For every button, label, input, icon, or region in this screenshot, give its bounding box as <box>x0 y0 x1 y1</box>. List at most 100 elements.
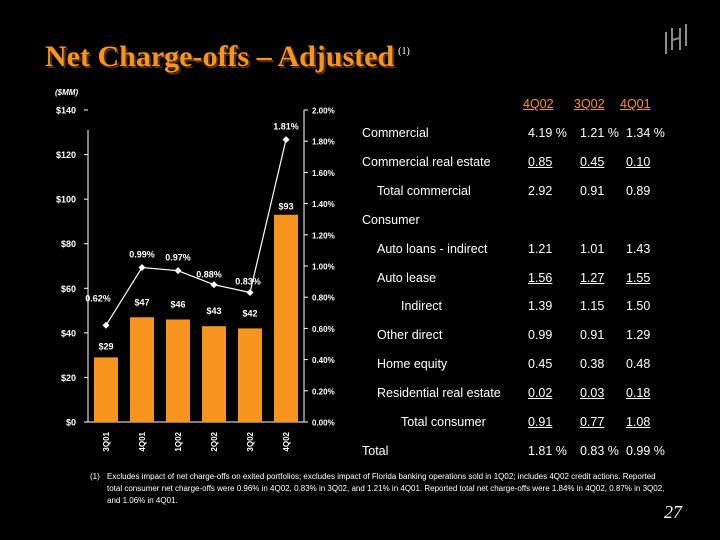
line-point <box>282 136 290 144</box>
left-axis-tick-label: $0 <box>66 418 76 428</box>
table-cell: 1.39 <box>528 299 553 314</box>
page-number: 27 <box>664 502 682 522</box>
bar <box>94 357 118 422</box>
table-cell: 0.91 <box>528 415 553 429</box>
footnote-text: Excludes impact of net charge-offs on ex… <box>107 472 665 505</box>
left-axis-tick-label: $20 <box>61 373 76 383</box>
table-cell: 1.29 <box>626 328 651 343</box>
table-cell: 0.38 <box>580 357 605 372</box>
line-data-label: 0.83% <box>235 277 261 287</box>
left-axis-tick-label: $120 <box>56 150 76 160</box>
table-header: 4Q01 <box>620 97 651 111</box>
table-cell: 2.92 <box>528 183 553 198</box>
x-axis-tick-label: 3Q01 <box>102 431 111 451</box>
table-header: 4Q02 <box>523 97 554 111</box>
line-data-label: 0.62% <box>85 293 111 303</box>
charge-off-table: 4Q02 3Q02 4Q01 Commercial 4.19 % 1.21 % 1.34 %… <box>362 97 665 458</box>
table-cell: 0.83 % <box>580 443 619 458</box>
right-axis-tick-label: 1.40% <box>312 200 335 209</box>
table-row-label: Commercial <box>362 126 429 140</box>
right-axis-tick-label: 0.20% <box>312 387 335 396</box>
table-cell: 0.10 <box>626 154 651 169</box>
left-axis-tick-label: $100 <box>56 195 76 205</box>
table-cell: 1.08 <box>626 415 651 429</box>
right-axis-tick-label: 0.80% <box>312 294 335 303</box>
table-cell: 1.55 <box>626 270 651 285</box>
table-cell: 1.56 <box>528 270 553 285</box>
bar-data-label: $93 <box>278 202 293 212</box>
line-point <box>174 267 182 275</box>
table-cell: 1.21 % <box>580 126 619 140</box>
table-cell: 1.27 <box>580 270 605 285</box>
line-series <box>105 139 287 326</box>
left-axis-tick-label: $60 <box>61 284 76 294</box>
table-cell: 0.45 <box>580 154 605 169</box>
table-cell: 1.50 <box>626 299 651 314</box>
line-data-label: 1.81% <box>273 122 299 132</box>
footnote: (1) Excludes impact of net charge-offs o… <box>90 471 670 507</box>
table-cell: 0.77 <box>580 415 605 429</box>
line-data-label: 0.97% <box>165 253 191 263</box>
x-axis-tick-label: 2Q02 <box>210 431 219 451</box>
table-cell: 1.15 <box>580 299 605 314</box>
page-title: Net Charge-offs – Adjusted (1) <box>45 40 410 74</box>
right-axis-tick-label: 0.00% <box>312 419 335 428</box>
h-monogram-logo-icon <box>665 24 687 54</box>
line-data-label: 0.99% <box>129 250 155 260</box>
left-axis-tick-label: $140 <box>56 106 76 116</box>
line-point <box>102 321 110 329</box>
line-point <box>246 289 254 297</box>
footnote-marker: (1) <box>90 472 100 481</box>
table-cell: 0.48 <box>626 357 651 372</box>
bar-data-label: $46 <box>170 299 185 309</box>
table-row-label: Auto lease <box>377 270 437 285</box>
table-row-label: Total commercial <box>377 183 471 198</box>
table-cell: 0.03 <box>580 386 605 401</box>
table-cell: 0.99 <box>528 328 553 343</box>
table-cell: 1.43 <box>626 241 651 256</box>
left-axis-tick-label: $40 <box>61 328 76 338</box>
right-axis-tick-label: 1.00% <box>312 263 335 272</box>
bar <box>130 317 154 422</box>
x-axis-tick-label: 4Q01 <box>138 431 147 451</box>
table-cell: 1.81 % <box>528 443 567 458</box>
line-data-label: 0.88% <box>196 270 222 280</box>
table-cell: 1.01 <box>580 241 605 256</box>
right-axis-tick-label: 2.00% <box>312 107 335 116</box>
x-axis-tick-label: 1Q02 <box>174 431 183 451</box>
line-point <box>138 264 146 272</box>
title-text: Net Charge-offs – Adjusted <box>45 40 395 73</box>
table-row-label: Auto loans - indirect <box>377 241 488 256</box>
table-cell: 0.99 % <box>626 443 665 458</box>
x-axis-tick-label: 4Q02 <box>282 431 291 451</box>
table-cell: 1.34 % <box>626 126 665 140</box>
right-axis-tick-label: 1.60% <box>312 169 335 178</box>
table-row-label: Commercial real estate <box>362 154 491 169</box>
units-label: ($MM) <box>55 88 78 97</box>
table-cell: 4.19 % <box>528 126 567 140</box>
left-axis-tick-label: $80 <box>61 239 76 249</box>
table-row-label: Total consumer <box>401 415 486 429</box>
right-axis-tick-label: 1.20% <box>312 231 335 240</box>
title-footnote-marker: (1) <box>398 46 410 57</box>
table-cell: 1.21 <box>528 241 553 256</box>
bar-data-label: $47 <box>134 297 149 307</box>
table-cell: 0.02 <box>528 386 553 401</box>
table-cell: 0.45 <box>528 357 553 372</box>
table-row-label: Indirect <box>401 299 442 314</box>
bar <box>238 328 262 422</box>
line-point <box>210 281 218 289</box>
bar <box>166 319 190 422</box>
bar-data-label: $42 <box>242 308 257 318</box>
table-row-label: Total <box>362 443 389 458</box>
right-axis-tick-label: 0.60% <box>312 325 335 334</box>
table-cell: 0.18 <box>626 386 651 401</box>
table-cell: 0.85 <box>528 154 553 169</box>
table-header: 3Q02 <box>574 97 605 111</box>
table-cell: 0.89 <box>626 183 651 198</box>
x-axis-tick-label: 3Q02 <box>246 431 255 451</box>
table-row-label: Residential real estate <box>377 386 501 401</box>
bar <box>274 214 298 422</box>
right-axis-tick-label: 1.80% <box>312 138 335 147</box>
